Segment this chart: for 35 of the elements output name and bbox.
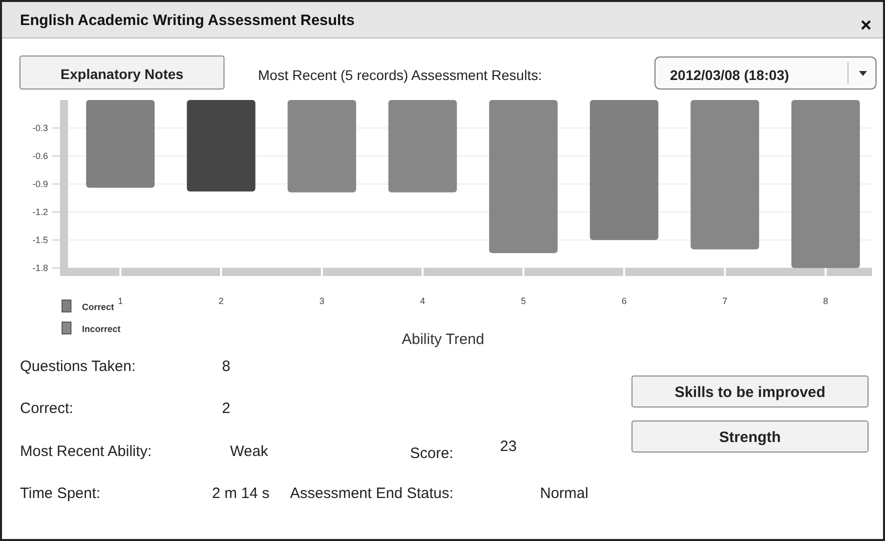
x-tick-label: 6	[622, 296, 627, 306]
text: Correct:	[20, 400, 74, 417]
text: Normal	[540, 485, 588, 502]
y-tick-label: -1.8	[32, 263, 48, 273]
text: 8	[222, 358, 230, 375]
y-tick-label: -1.5	[32, 235, 48, 245]
y-tick-label: -0.6	[32, 151, 48, 161]
text: Assessment End Status:	[290, 485, 454, 502]
text: Explanatory Notes	[60, 66, 184, 82]
text: 2 m 14 s	[212, 485, 270, 502]
text: 2012/03/08 (18:03)	[670, 67, 790, 83]
y-tick-label: -0.9	[32, 179, 48, 189]
x-tick-label: 8	[823, 296, 828, 306]
x-tick-label: 4	[420, 296, 426, 306]
y-tick-label: -1.2	[32, 207, 48, 217]
x-tick-label: 7	[722, 296, 728, 306]
chart-title: English Academic Writing Assessment Results	[20, 12, 355, 29]
legend-label: Incorrect	[82, 324, 121, 334]
text: 2	[222, 400, 230, 417]
text: Strength	[719, 429, 781, 446]
text: 23	[500, 438, 517, 455]
text: Questions Taken:	[20, 358, 136, 375]
text: Skills to be improved	[674, 384, 826, 401]
text: Time Spent:	[20, 485, 100, 502]
y-tick-label: -0.3	[32, 123, 48, 133]
x-tick-label: 1	[118, 296, 123, 306]
text: Score:	[410, 445, 454, 462]
text: Most Recent Ability:	[20, 443, 152, 460]
x-tick-label: 2	[218, 296, 224, 306]
text: Weak	[230, 443, 269, 460]
legend-label: Correct	[82, 302, 114, 312]
x-tick-label: 3	[319, 296, 324, 306]
text: Most Recent (5 records) Assessment Results:	[258, 67, 542, 83]
x-tick-label: 5	[520, 296, 526, 306]
x-axis-title: Ability Trend	[402, 331, 484, 348]
